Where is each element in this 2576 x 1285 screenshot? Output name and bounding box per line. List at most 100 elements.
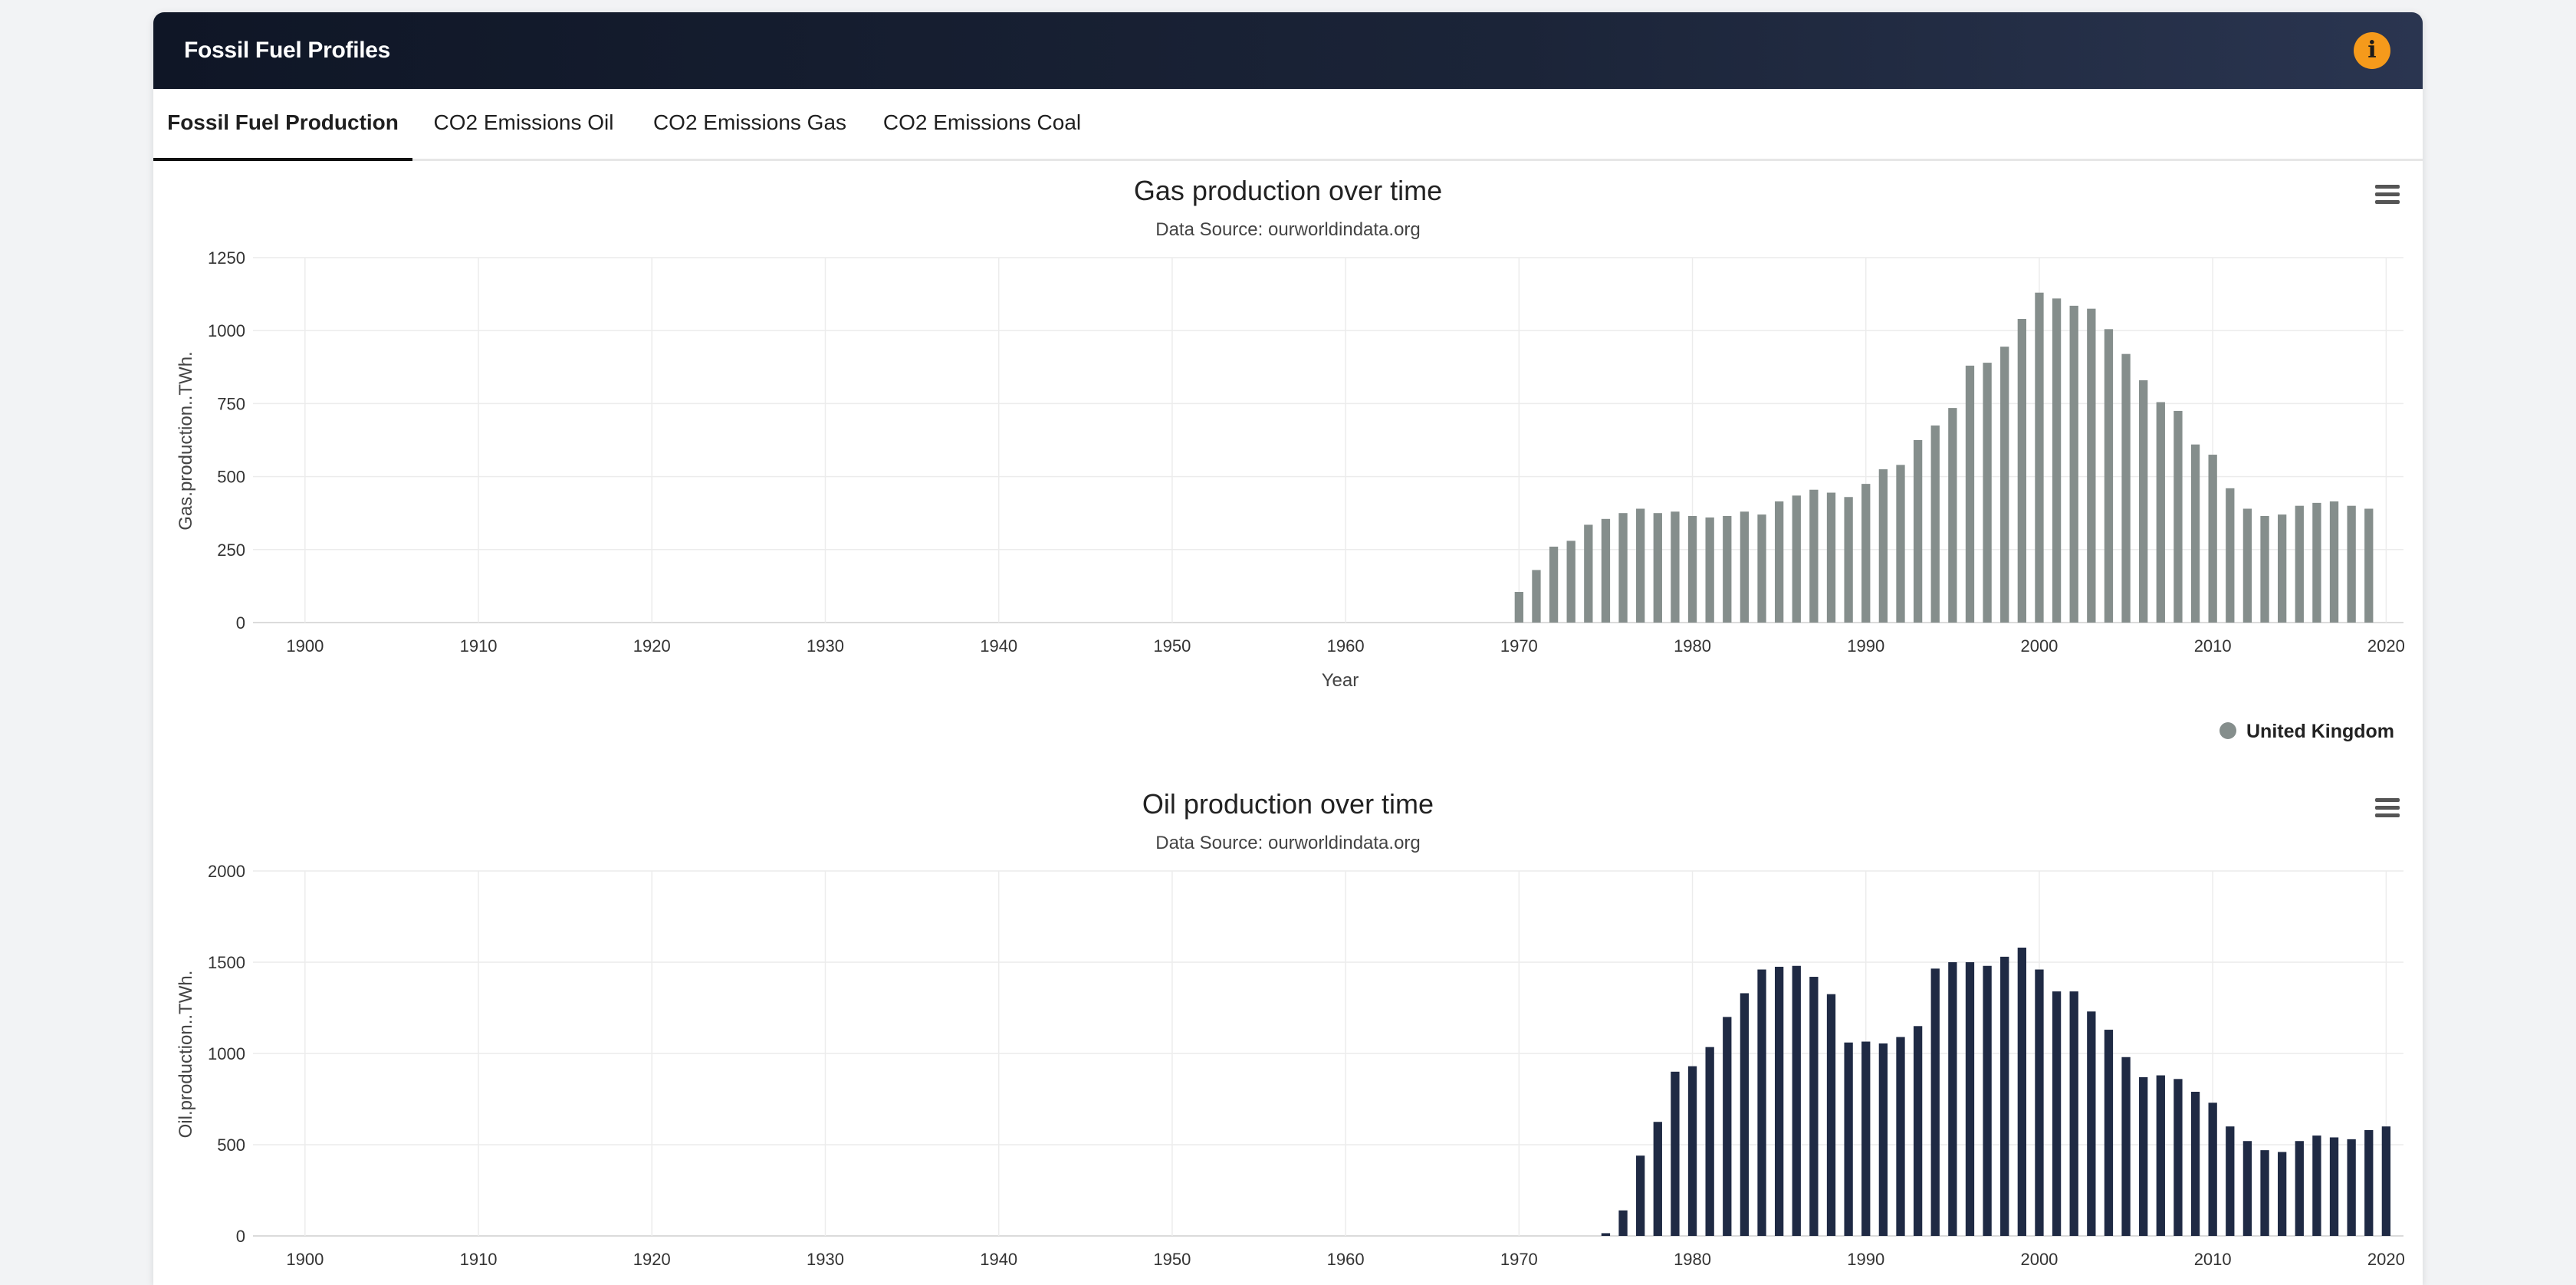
bar[interactable] <box>1723 1017 1732 1236</box>
bar[interactable] <box>1965 962 1975 1236</box>
bar[interactable] <box>2139 380 2148 623</box>
bar[interactable] <box>1740 511 1750 623</box>
bar[interactable] <box>1948 962 1957 1236</box>
bar[interactable] <box>2069 991 2078 1236</box>
bar[interactable] <box>1757 514 1766 623</box>
bar[interactable] <box>1687 516 1697 623</box>
bar[interactable] <box>1618 513 1628 623</box>
bar[interactable] <box>1653 513 1662 623</box>
bar[interactable] <box>2381 1126 2391 1236</box>
bar[interactable] <box>2174 1079 2183 1236</box>
bar[interactable] <box>2364 508 2374 623</box>
bar[interactable] <box>1948 408 1957 623</box>
bar[interactable] <box>2260 516 2269 623</box>
bar[interactable] <box>1983 363 1992 623</box>
bar[interactable] <box>1844 1042 1853 1236</box>
bar[interactable] <box>2312 1135 2321 1236</box>
bar[interactable] <box>2139 1076 2148 1236</box>
bar[interactable] <box>2174 410 2183 623</box>
bar[interactable] <box>2226 1126 2235 1236</box>
bar[interactable] <box>1601 1233 1611 1236</box>
bar[interactable] <box>1566 541 1576 623</box>
bar[interactable] <box>2329 1137 2339 1236</box>
bar[interactable] <box>1636 1155 1645 1236</box>
bar[interactable] <box>2052 298 2062 623</box>
bar[interactable] <box>2329 501 2339 623</box>
bar[interactable] <box>2017 947 2026 1236</box>
legend-item-united-kingdom[interactable]: United Kingdom <box>2220 721 2394 742</box>
bar[interactable] <box>1983 965 1992 1236</box>
bar[interactable] <box>2190 1091 2200 1236</box>
bar[interactable] <box>2087 308 2096 623</box>
bar[interactable] <box>1549 546 1559 623</box>
bar[interactable] <box>2052 991 2062 1236</box>
bar[interactable] <box>1930 425 1940 623</box>
hamburger-menu-icon[interactable] <box>2375 185 2400 204</box>
bar[interactable] <box>2000 347 2009 623</box>
bar[interactable] <box>1705 517 1714 623</box>
bar[interactable] <box>1687 1066 1697 1236</box>
bar[interactable] <box>1774 966 1784 1236</box>
bar[interactable] <box>1774 501 1784 623</box>
bar[interactable] <box>1514 592 1523 623</box>
bar[interactable] <box>2121 353 2131 623</box>
bar[interactable] <box>1601 518 1611 623</box>
bar[interactable] <box>2295 505 2304 623</box>
bar[interactable] <box>1757 969 1766 1236</box>
bar[interactable] <box>1809 489 1819 623</box>
bar[interactable] <box>2364 1129 2374 1236</box>
bar[interactable] <box>1930 968 1940 1236</box>
bar[interactable] <box>2156 402 2165 623</box>
bar[interactable] <box>2208 455 2217 623</box>
bar[interactable] <box>2104 1030 2114 1236</box>
bar[interactable] <box>2069 305 2078 623</box>
info-icon[interactable]: i <box>2354 32 2390 69</box>
bar[interactable] <box>2017 318 2026 623</box>
bar[interactable] <box>2035 292 2044 623</box>
bar[interactable] <box>2226 488 2235 623</box>
bar[interactable] <box>1618 1210 1628 1236</box>
bar[interactable] <box>2190 444 2200 623</box>
bar[interactable] <box>1705 1047 1714 1236</box>
bar[interactable] <box>1826 994 1836 1236</box>
bar[interactable] <box>2312 502 2321 623</box>
hamburger-menu-icon[interactable] <box>2375 798 2400 817</box>
bar[interactable] <box>2260 1150 2269 1236</box>
bar[interactable] <box>1809 977 1819 1236</box>
bar[interactable] <box>1861 1041 1871 1236</box>
bar[interactable] <box>1913 440 1923 623</box>
bar[interactable] <box>2347 505 2356 623</box>
bar[interactable] <box>1878 469 1888 623</box>
bar[interactable] <box>1826 492 1836 623</box>
bar[interactable] <box>2104 329 2114 623</box>
bar[interactable] <box>1844 497 1853 623</box>
bar[interactable] <box>2347 1139 2356 1236</box>
bar[interactable] <box>2035 969 2044 1236</box>
bar[interactable] <box>1671 1071 1680 1236</box>
bar[interactable] <box>1861 484 1871 623</box>
bar[interactable] <box>1584 524 1593 623</box>
bar[interactable] <box>1896 465 1905 623</box>
bar[interactable] <box>2295 1141 2304 1236</box>
tab-co2-emissions-gas[interactable]: CO2 Emissions Gas <box>652 110 847 134</box>
bar[interactable] <box>2277 1152 2287 1236</box>
bar[interactable] <box>2208 1103 2217 1236</box>
bar[interactable] <box>2242 1141 2252 1236</box>
bar[interactable] <box>1723 516 1732 623</box>
bar[interactable] <box>1636 508 1645 623</box>
bar[interactable] <box>1671 511 1680 623</box>
bar[interactable] <box>1792 965 1801 1236</box>
bar[interactable] <box>2087 1011 2096 1236</box>
bar[interactable] <box>1792 495 1801 623</box>
bar[interactable] <box>1913 1026 1923 1236</box>
tab-co2-emissions-coal[interactable]: CO2 Emissions Coal <box>882 110 1082 134</box>
bar[interactable] <box>1740 993 1750 1236</box>
bar[interactable] <box>2121 1057 2131 1236</box>
bar[interactable] <box>1896 1037 1905 1236</box>
bar[interactable] <box>2000 956 2009 1236</box>
bar[interactable] <box>2277 514 2287 623</box>
bar[interactable] <box>1532 570 1541 623</box>
bar[interactable] <box>2156 1075 2165 1236</box>
bar[interactable] <box>2242 508 2252 623</box>
bar[interactable] <box>1653 1122 1662 1236</box>
